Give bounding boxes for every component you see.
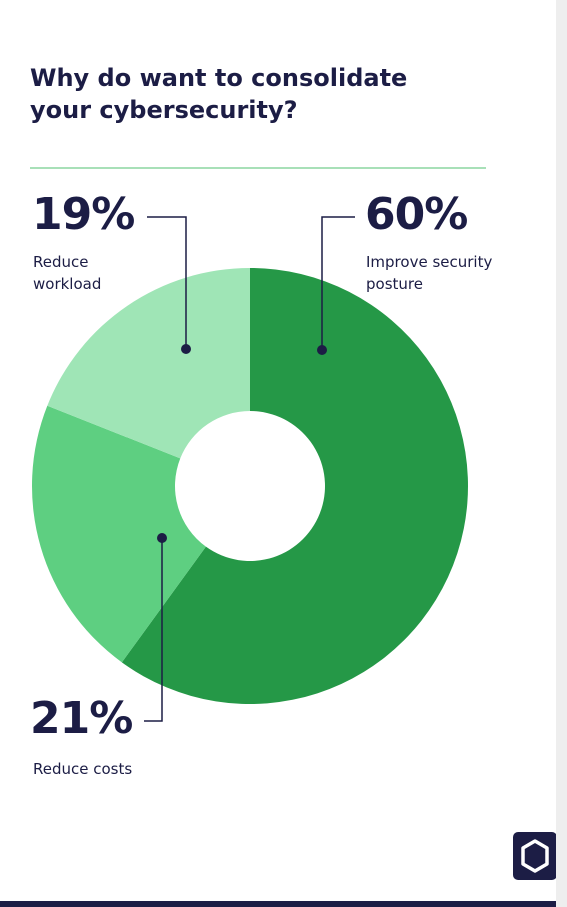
leader-dot-workload [181, 344, 191, 354]
value-label-workload: 19% [32, 189, 135, 240]
slice-label-workload: Reduce workload [33, 251, 101, 295]
hexagon-logo-icon [513, 832, 557, 880]
slice-label-improve-line-2: posture [366, 275, 423, 293]
value-label-improve: 60% [365, 189, 468, 240]
leader-dot-improve [317, 345, 327, 355]
bottom-bar [0, 901, 556, 907]
slice-label-costs: Reduce costs [33, 758, 132, 780]
slice-label-costs-line-1: Reduce costs [33, 760, 133, 778]
leader-line-improve [321, 216, 355, 350]
title-divider [30, 167, 486, 169]
slice-label-improve: Improve security posture [366, 251, 492, 295]
slice-label-workload-line-2: workload [33, 275, 102, 293]
chart-title: Why do want to consolidate your cybersec… [30, 64, 408, 124]
slice-label-workload-line-1: Reduce [33, 253, 89, 271]
leader-line-workload [147, 216, 187, 349]
leader-dot-costs [157, 533, 167, 543]
slice-label-improve-line-1: Improve security [366, 253, 493, 271]
slice-improve [121, 268, 469, 705]
slice-workload [47, 268, 250, 459]
value-label-costs: 21% [30, 693, 133, 744]
leader-line-costs [144, 538, 163, 722]
page-edge [556, 0, 567, 907]
